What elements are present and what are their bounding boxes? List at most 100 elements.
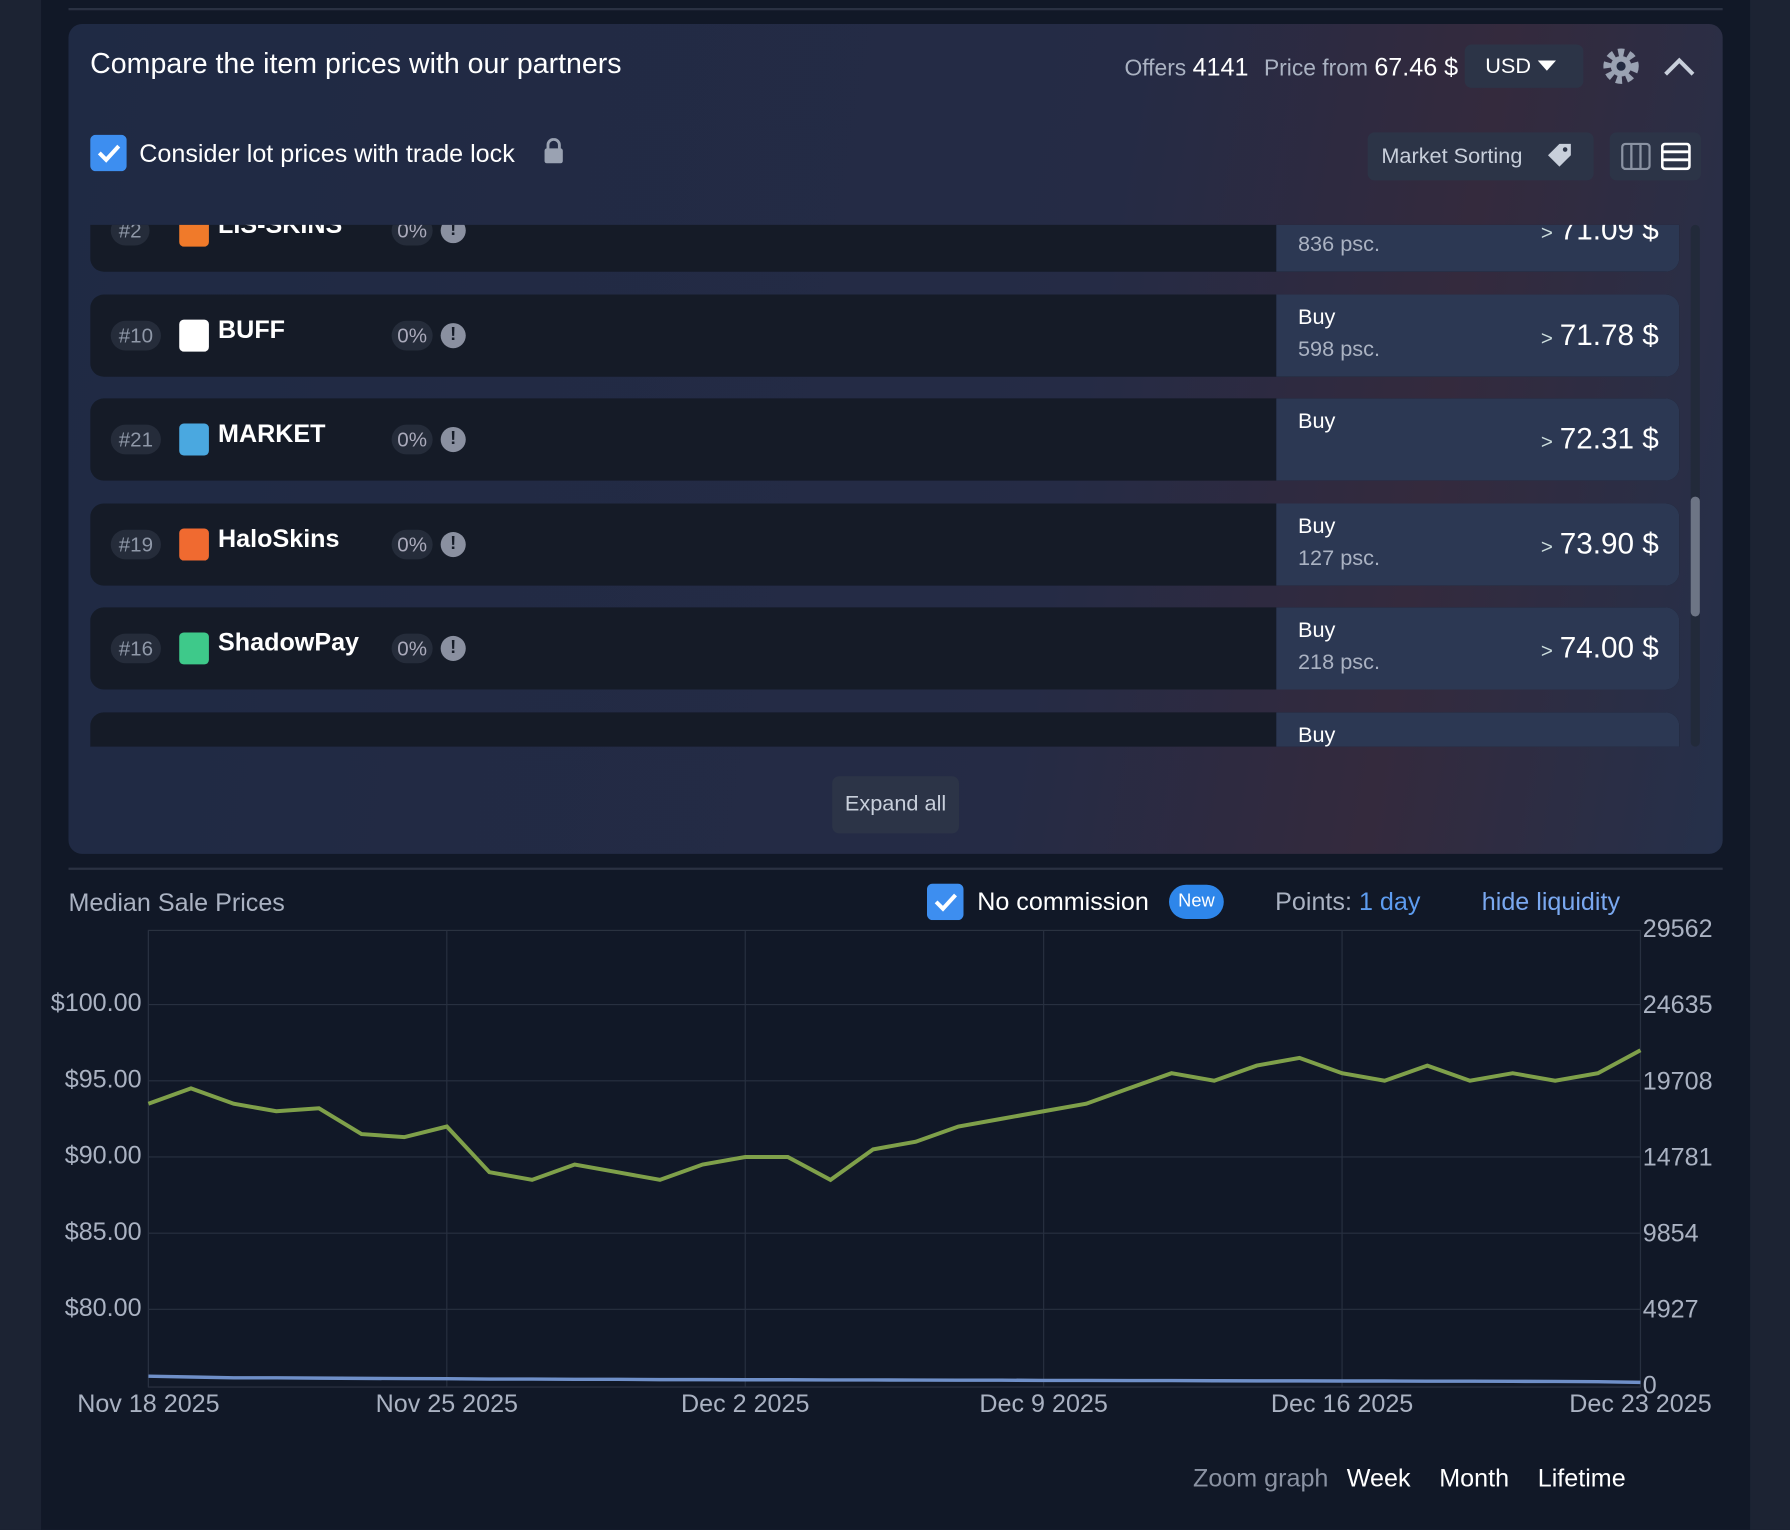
- y2-tick-label: 29562: [1643, 915, 1713, 943]
- price-value: 73.90 $: [1559, 525, 1659, 560]
- partner-logo: [179, 423, 209, 456]
- zoom-month[interactable]: Month: [1439, 1463, 1510, 1493]
- offer-row[interactable]: #19 HaloSkins 0%! Buy 127 psc. >73.90 $: [90, 502, 1680, 586]
- info-icon: !: [440, 531, 466, 557]
- dropdown-icon: [1537, 60, 1557, 71]
- partner-name: MARKET: [218, 418, 326, 448]
- y-tick-label: $85.00: [65, 1218, 142, 1246]
- rank-badge: #19: [110, 529, 162, 559]
- collapse-icon[interactable]: [1662, 55, 1696, 78]
- offers-label: Offers: [1124, 55, 1187, 82]
- offers-count: 4141: [1192, 52, 1249, 82]
- partner-name: HaloSkins: [218, 523, 340, 552]
- points: Points: 1 day: [1275, 887, 1420, 917]
- price: >74.00 $: [1541, 630, 1659, 665]
- price: >71.09 $: [1541, 225, 1659, 248]
- price-value: 74.00 $: [1559, 630, 1659, 665]
- buy-panel[interactable]: [1276, 398, 1680, 481]
- chart-title: Median Sale Prices: [68, 888, 285, 917]
- fee-badge: 0%: [391, 320, 433, 350]
- price-sign: >: [1540, 430, 1553, 454]
- offer-row[interactable]: Buy: [90, 711, 1680, 747]
- trade-lock-label: Consider lot prices with trade lock: [139, 139, 515, 168]
- y-tick-label: $100.00: [51, 989, 142, 1017]
- rank-badge: #21: [110, 424, 162, 455]
- price-sign: >: [1540, 224, 1553, 245]
- grid-view-icon[interactable]: [1621, 142, 1651, 171]
- buy-label[interactable]: Buy: [1297, 723, 1336, 747]
- y2-tick-label: 0: [1643, 1372, 1657, 1400]
- zoom-controls: Zoom graph Week Month Lifetime: [1193, 1464, 1626, 1494]
- rank-badge: #2: [110, 224, 150, 246]
- zoom-week[interactable]: Week: [1346, 1463, 1411, 1493]
- y2-tick-label: 24635: [1643, 991, 1713, 1019]
- fee-badge: 0%: [391, 529, 433, 559]
- y2-tick-label: 9854: [1643, 1219, 1699, 1247]
- stock: 598 psc.: [1297, 337, 1380, 362]
- expand-all[interactable]: Expand all: [832, 776, 959, 834]
- points-value[interactable]: 1 day: [1358, 887, 1421, 916]
- x-tick-label: Nov 25 2025: [376, 1390, 518, 1418]
- offer-row[interactable]: #16 ShadowPay 0%! Buy 218 psc. >74.00 $: [90, 607, 1680, 690]
- price-value: 71.09 $: [1559, 224, 1659, 247]
- checkbox[interactable]: [90, 134, 127, 172]
- price-sign: >: [1540, 534, 1553, 558]
- price-value: 71.78 $: [1559, 316, 1659, 352]
- new-badge: New: [1168, 884, 1224, 919]
- panel-title: Compare the item prices with our partner…: [90, 47, 622, 80]
- buy-label[interactable]: Buy: [1297, 409, 1336, 434]
- buy-panel[interactable]: [1276, 224, 1680, 272]
- info-icon: !: [440, 426, 466, 453]
- fee-badge: 0%: [391, 424, 433, 455]
- partner-name: BUFF: [218, 314, 286, 344]
- commission-checkbox[interactable]: [926, 883, 964, 921]
- offer-row[interactable]: #10 BUFF 0%! Buy 598 psc. >71.78 $: [90, 293, 1680, 377]
- price-sign: >: [1540, 639, 1553, 663]
- offer-row[interactable]: #2 LIS-SKINS 0%! 836 psc. >71.09 $: [90, 224, 1680, 272]
- hide-liquidity[interactable]: hide liquidity: [1481, 887, 1621, 916]
- partner-name: LIS-SKINS: [218, 225, 342, 240]
- currency-select[interactable]: USD: [1464, 44, 1584, 88]
- list-view-icon[interactable]: [1661, 142, 1691, 171]
- settings-icon[interactable]: [1601, 46, 1642, 87]
- scrollbar: [1690, 224, 1700, 747]
- partner-logo: [179, 319, 209, 352]
- buy-panel[interactable]: [1276, 607, 1680, 690]
- partner-logo: [179, 527, 209, 560]
- zoom-lifetime[interactable]: Lifetime: [1537, 1463, 1626, 1493]
- x-tick-label: Dec 2 2025: [681, 1390, 809, 1418]
- view-toggle[interactable]: [1609, 132, 1701, 181]
- divider: [68, 7, 1723, 11]
- rank-badge: #16: [110, 633, 162, 664]
- buy-label[interactable]: Buy: [1297, 305, 1336, 330]
- offer-row[interactable]: #21 MARKET 0%! Buy >72.31 $: [90, 398, 1680, 481]
- tag-icon: [1548, 143, 1571, 167]
- offers-list: #2 LIS-SKINS 0%! 836 psc. >71.09 $ #10 BUFF 0%!…: [90, 224, 1680, 747]
- fee-badge: 0%: [391, 633, 433, 664]
- scroll-thumb[interactable]: [1690, 496, 1700, 617]
- partner-logo: [179, 224, 209, 247]
- series-line: [148, 1374, 1641, 1385]
- price: >72.31 $: [1541, 421, 1659, 456]
- buy-panel[interactable]: [1276, 502, 1680, 586]
- currency: USD: [1485, 54, 1532, 79]
- x-tick-label: Dec 9 2025: [979, 1390, 1107, 1418]
- buy-panel[interactable]: [1276, 711, 1680, 747]
- commission-label: No commission: [977, 887, 1149, 916]
- buy-label[interactable]: Buy: [1297, 514, 1336, 539]
- y-tick-label: $90.00: [65, 1142, 142, 1170]
- info-icon: !: [440, 322, 466, 348]
- market-sorting[interactable]: Market Sorting: [1367, 132, 1594, 181]
- zoom-label: Zoom graph: [1192, 1463, 1329, 1493]
- series-line: [147, 1048, 1642, 1183]
- stock: 218 psc.: [1297, 650, 1380, 675]
- info-icon: !: [440, 635, 466, 661]
- x-tick-label: Nov 18 2025: [77, 1390, 219, 1418]
- buy-panel[interactable]: [1276, 293, 1680, 377]
- fee-badge: 0%: [391, 224, 433, 246]
- divider: [68, 867, 1723, 870]
- buy-label[interactable]: Buy: [1297, 618, 1336, 643]
- y2-tick-label: 14781: [1643, 1143, 1713, 1171]
- price: >73.90 $: [1541, 526, 1659, 561]
